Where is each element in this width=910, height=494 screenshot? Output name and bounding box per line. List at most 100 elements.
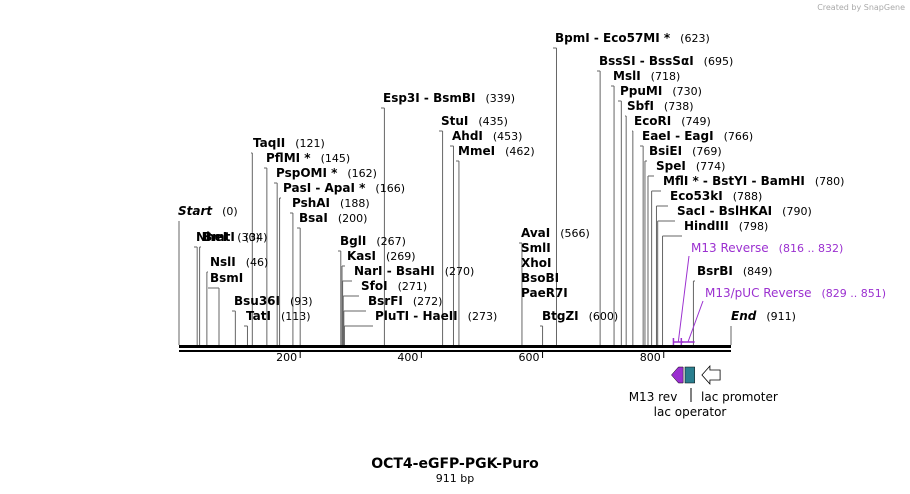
primer-m13-puc-reverse-position: (829 .. 851) — [822, 287, 887, 300]
primer-m13-puc-reverse-leader — [687, 300, 704, 343]
feature-m13-rev-arrow[interactable] — [671, 366, 684, 384]
enzyme-taqii-position: (121) — [295, 137, 325, 150]
enzyme-bpmi-eco57mi-label[interactable]: BpmI - Eco57MI * — [555, 31, 671, 45]
enzyme-eaei-eagi-position: (766) — [724, 130, 754, 143]
enzyme-ecori-position: (749) — [681, 115, 711, 128]
enzyme-avai-label[interactable]: AvaI — [521, 226, 550, 240]
enzyme-btgzi-label[interactable]: BtgZI — [542, 309, 579, 323]
enzyme-esp3i-bsmbi-label[interactable]: Esp3I - BsmBI — [383, 91, 475, 105]
enzyme-tati-position: (113) — [281, 310, 311, 323]
enzyme-bmti-label[interactable]: BmtI — [203, 230, 235, 244]
enzyme-nari-bsahi-label[interactable]: NarI - BsaHI — [354, 264, 435, 278]
enzyme-ppumi-label[interactable]: PpuMI — [620, 84, 662, 98]
enzyme-bsiei-position: (769) — [692, 145, 722, 158]
primer-m13-puc-reverse-bar — [680, 338, 695, 346]
enzyme-pflmi-position: (145) — [321, 152, 351, 165]
feature-m13-rev-label: M13 rev — [629, 390, 678, 404]
enzyme-nari-bsahi-position: (270) — [445, 265, 475, 278]
enzyme-mmei-position: (462) — [505, 145, 535, 158]
enzyme-pshai-label[interactable]: PshAI — [292, 196, 330, 210]
enzyme-bsu36i-position: (93) — [290, 295, 313, 308]
enzyme-sbfi-position: (738) — [664, 100, 694, 113]
enzyme-pluti-haeii-position: (273) — [468, 310, 498, 323]
enzyme-bgli-position: (267) — [376, 235, 406, 248]
enzyme-tati-label[interactable]: TatI — [246, 309, 271, 323]
enzyme-btgzi-position: (600) — [589, 310, 619, 323]
map-length: 911 bp — [436, 472, 474, 485]
enzyme-taqii-label[interactable]: TaqII — [253, 136, 285, 150]
axis-tick-label: 800 — [640, 351, 661, 364]
start-marker-position: (0) — [222, 205, 238, 218]
enzyme-sbfi-label[interactable]: SbfI — [627, 99, 654, 113]
enzyme-msli-label[interactable]: MslI — [613, 69, 641, 83]
enzyme-bmti-position: (34) — [245, 231, 268, 244]
axis-tick-label: 600 — [519, 351, 540, 364]
top-strand — [179, 345, 731, 348]
enzyme-ahdi-label[interactable]: AhdI — [452, 129, 483, 143]
enzyme-saci-bslhkai-position: (790) — [782, 205, 812, 218]
enzyme-bsai-position: (200) — [338, 212, 368, 225]
bottom-strand — [179, 350, 731, 352]
enzyme-pspomi-position: (162) — [347, 167, 377, 180]
enzyme-ahdi-position: (453) — [493, 130, 523, 143]
enzyme-bsrfi-label[interactable]: BsrFI — [368, 294, 403, 308]
enzyme-saci-bslhkai-label[interactable]: SacI - BslHKAI — [677, 204, 772, 218]
enzyme-spei-label[interactable]: SpeI — [656, 159, 686, 173]
enzyme-bsssi-bsss-i-label[interactable]: BssSI - BssSαI — [599, 54, 694, 68]
enzyme-bsmi-label[interactable]: BsmI — [210, 271, 243, 285]
enzyme-labels: NheI (30)BmtI (34) NslI (46)BsmI Bsu36I (93) Ta… — [178, 31, 886, 323]
enzyme-pspomi-label[interactable]: PspOMI * — [276, 166, 338, 180]
enzyme-eaei-eagi-label[interactable]: EaeI - EagI — [642, 129, 714, 143]
enzyme-kasi-label[interactable]: KasI — [347, 249, 376, 263]
enzyme-hindiii-position: (798) — [739, 220, 769, 233]
enzyme-eco53ki-position: (788) — [733, 190, 763, 203]
feature-lac-promoter-arrow[interactable] — [701, 364, 721, 386]
enzyme-bgli-label[interactable]: BglI — [340, 234, 366, 248]
enzyme-sfoi-label[interactable]: SfoI — [361, 279, 388, 293]
enzyme-bsrfi-position: (272) — [413, 295, 443, 308]
enzyme-pasi-apai-label[interactable]: PasI - ApaI * — [283, 181, 366, 195]
enzyme-bsai-label[interactable]: BsaI — [299, 211, 328, 225]
enzyme-mmei-label[interactable]: MmeI — [458, 144, 495, 158]
enzyme-pluti-haeii-label[interactable]: PluTI - HaeII — [375, 309, 458, 323]
primer-m13-puc-reverse-label[interactable]: M13/pUC Reverse — [705, 286, 812, 300]
enzyme-hindiii-label[interactable]: HindIII — [684, 219, 729, 233]
enzyme-pshai-position: (188) — [340, 197, 370, 210]
feature-lac-operator-label: lac operator — [654, 405, 727, 419]
map-title: OCT4-eGFP-PGK-Puro — [371, 456, 539, 472]
enzyme-nsli-label[interactable]: NslI — [210, 255, 236, 269]
enzyme-stui-position: (435) — [478, 115, 508, 128]
enzyme-mfli-bstyi-bamhi-label[interactable]: MflI * - BstYI - BamHI — [663, 174, 805, 188]
enzyme-bsrbi-label[interactable]: BsrBI — [697, 264, 733, 278]
enzyme-paer7i-label[interactable]: PaeR7I — [521, 286, 568, 300]
enzyme-smli-label[interactable]: SmlI — [521, 241, 551, 255]
enzyme-stui-label[interactable]: StuI — [441, 114, 468, 128]
enzyme-esp3i-bsmbi-position: (339) — [485, 92, 515, 105]
enzyme-leader-lines — [178, 47, 732, 346]
dna-backbone — [179, 345, 731, 352]
enzyme-nhei-label[interactable]: NheI — [196, 230, 227, 244]
enzyme-sfoi-position: (271) — [398, 280, 428, 293]
enzyme-avai-position: (566) — [560, 227, 590, 240]
enzyme-kasi-position: (269) — [386, 250, 416, 263]
primer-m13-reverse-label[interactable]: M13 Reverse — [691, 241, 769, 255]
primer-m13-reverse-leader — [677, 255, 690, 343]
start-marker-label: Start — [178, 204, 213, 218]
enzyme-xhoi-label[interactable]: XhoI — [521, 256, 552, 270]
enzyme-bsobi-label[interactable]: BsoBI — [521, 271, 559, 285]
feature-lac-operator-box[interactable] — [684, 366, 695, 384]
enzyme-ecori-label[interactable]: EcoRI — [634, 114, 671, 128]
end-marker-label: End — [731, 309, 757, 323]
enzyme-pflmi-label[interactable]: PflMI * — [266, 151, 311, 165]
axis-tick-label: 400 — [397, 351, 418, 364]
enzyme-bsu36i-label[interactable]: Bsu36I — [234, 294, 280, 308]
enzyme-bsiei-label[interactable]: BsiEI — [649, 144, 682, 158]
enzyme-nsli-position: (46) — [246, 256, 269, 269]
enzyme-bpmi-eco57mi-position: (623) — [680, 32, 710, 45]
enzyme-spei-position: (774) — [696, 160, 726, 173]
enzyme-eco53ki-label[interactable]: Eco53kI — [670, 189, 723, 203]
enzyme-ppumi-position: (730) — [672, 85, 702, 98]
axis-tick-label: 200 — [276, 351, 297, 364]
